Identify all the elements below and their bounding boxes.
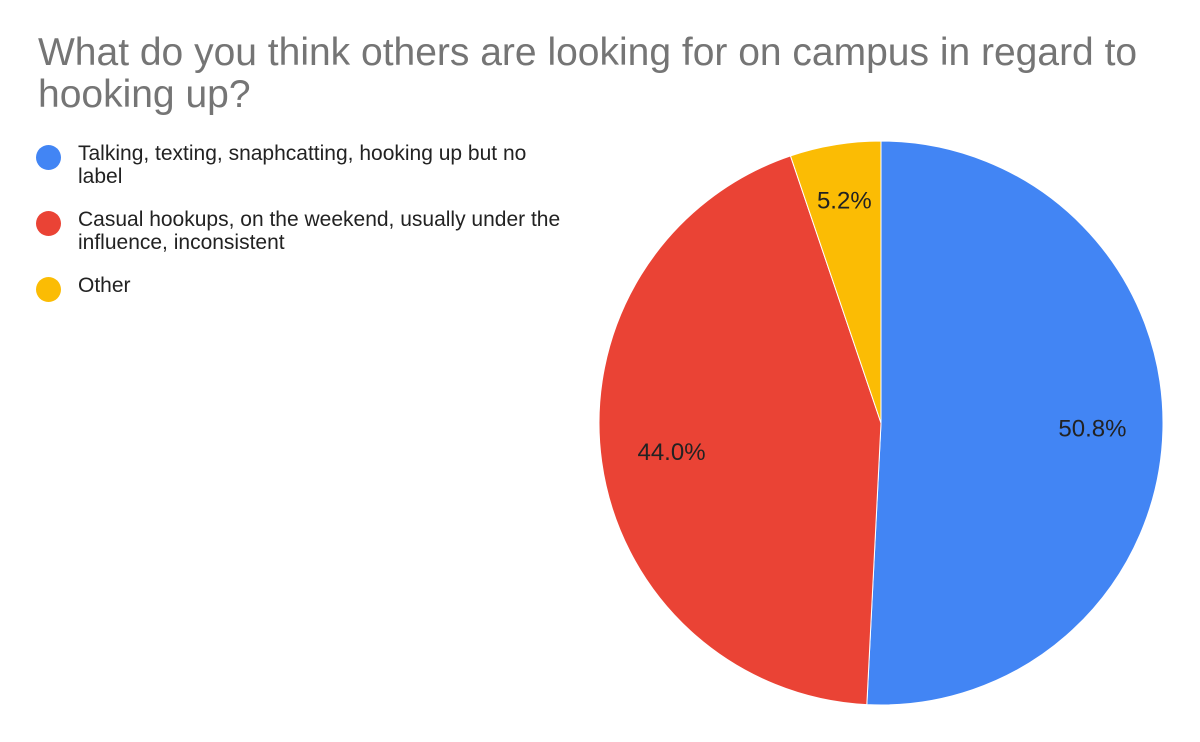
legend-swatch-talking	[36, 145, 61, 170]
legend-label-casual: Casual hookups, on the weekend, usually …	[78, 208, 561, 254]
legend-label-talking: Talking, texting, snaphcatting, hooking …	[78, 142, 527, 188]
pie-slice-talking[interactable]	[866, 140, 1164, 706]
legend-label-other: Other	[78, 274, 131, 297]
legend-swatch-other	[36, 277, 61, 302]
legend-swatch-casual	[36, 211, 61, 236]
pie-label-talking: 50.8%	[1058, 415, 1126, 442]
legend: Talking, texting, snaphcatting, hooking …	[36, 142, 576, 317]
legend-item-casual[interactable]: Casual hookups, on the weekend, usually …	[36, 208, 576, 254]
pie-slice-other[interactable]	[789, 140, 882, 424]
pie-label-other: 5.2%	[817, 187, 872, 214]
chart-title: What do you think others are looking for…	[38, 31, 1138, 116]
legend-item-talking[interactable]: Talking, texting, snaphcatting, hooking …	[36, 142, 576, 188]
pie-label-casual: 44.0%	[637, 439, 705, 466]
legend-item-other[interactable]: Other	[36, 274, 576, 302]
pie-slice-casual[interactable]	[598, 155, 882, 706]
